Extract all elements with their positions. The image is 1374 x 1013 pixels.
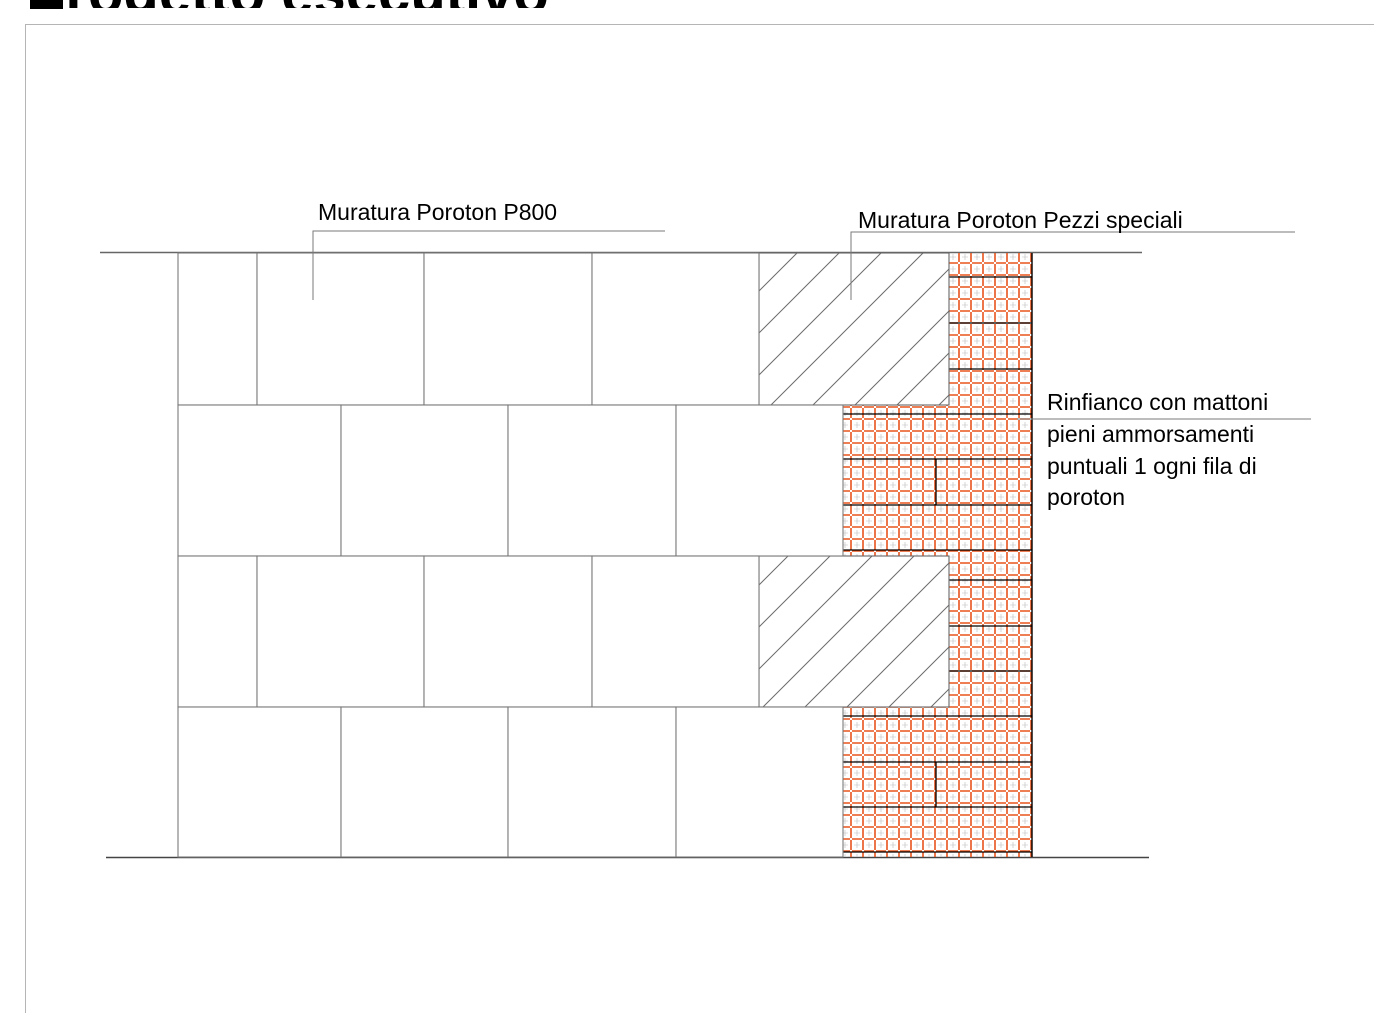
label-pezzi-speciali: Muratura Poroton Pezzi speciali bbox=[858, 207, 1183, 233]
poroton-blocks bbox=[177, 252, 844, 858]
label-poroton-p800: Muratura Poroton P800 bbox=[318, 199, 557, 225]
block bbox=[177, 555, 258, 708]
block bbox=[507, 404, 677, 557]
block bbox=[675, 706, 844, 858]
block bbox=[507, 706, 677, 858]
block bbox=[177, 404, 342, 557]
block bbox=[675, 404, 844, 557]
block bbox=[177, 706, 342, 858]
leader-pezzi-speciali bbox=[850, 231, 1295, 300]
cut-off-title: progetto esecutivo bbox=[30, 0, 549, 8]
block bbox=[256, 252, 425, 406]
header-underline-mark bbox=[30, 0, 63, 9]
block bbox=[423, 252, 593, 406]
label-rinfianco-line-3: puntuali 1 ogni fila di bbox=[1047, 453, 1257, 479]
special-pieces-course-3 bbox=[758, 555, 950, 708]
block bbox=[340, 706, 509, 858]
block bbox=[591, 555, 760, 708]
label-rinfianco-line-4: poroton bbox=[1047, 484, 1125, 510]
block bbox=[591, 252, 760, 406]
label-rinfianco-line-1: Rinfianco con mattoni bbox=[1047, 389, 1268, 415]
special-pieces-course-1 bbox=[758, 252, 950, 406]
block bbox=[177, 252, 258, 406]
page-frame-left bbox=[25, 24, 26, 1013]
brick-infill-zone bbox=[843, 253, 1033, 857]
block bbox=[340, 404, 509, 557]
block bbox=[256, 555, 425, 708]
block bbox=[423, 555, 593, 708]
label-rinfianco-line-2: pieni ammorsamenti bbox=[1047, 421, 1254, 447]
page-frame-top bbox=[25, 24, 1374, 25]
leader-p800 bbox=[312, 230, 665, 300]
